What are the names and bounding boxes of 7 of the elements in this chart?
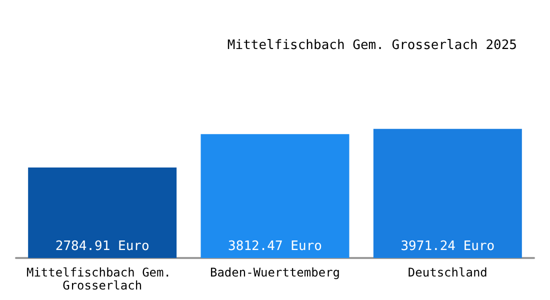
chart-title: Mittelfischbach Gem. Grosserlach 2025 <box>227 38 518 53</box>
data-label: 3971.24 Euro <box>400 239 495 254</box>
data-label: 3812.47 Euro <box>228 239 322 254</box>
x-tick-label: Mittelfischbach Gem. Grosserlach <box>26 266 178 292</box>
x-tick-label: Deutschland <box>408 266 488 280</box>
x-tick-label: Baden-Wuerttemberg <box>210 266 340 280</box>
data-label: 2784.91 Euro <box>55 239 150 254</box>
